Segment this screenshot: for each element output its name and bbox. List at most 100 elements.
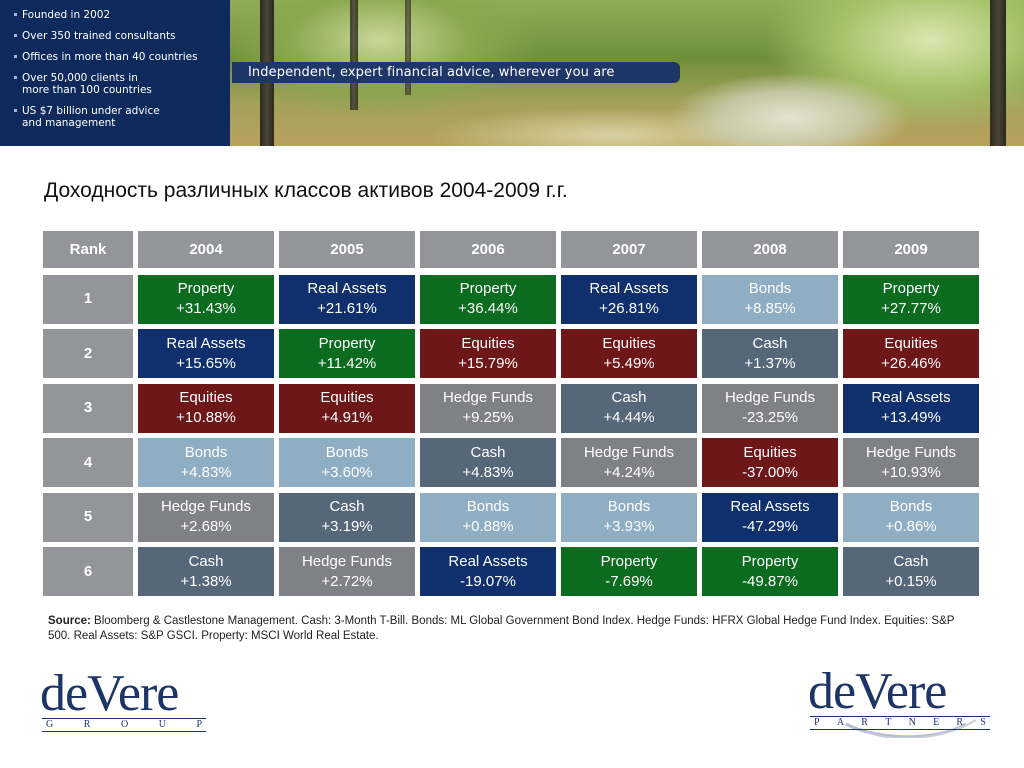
asset-returns-table: Rank 2004 2005 2006 2007 2008 2009 1 Property +31… [40, 228, 980, 598]
asset-cell: Real Assets +15.65% [138, 329, 274, 378]
rank-cell: 2 [43, 329, 133, 378]
asset-cell: Bonds +4.83% [138, 438, 274, 487]
asset-cell: Cash +3.19% [279, 492, 415, 542]
asset-name: Property [177, 280, 235, 297]
asset-name: Hedge Funds [583, 443, 675, 461]
asset-cell: Equities +26.46% [843, 329, 979, 378]
asset-name: Bonds [184, 443, 228, 461]
logo-letter: N [908, 717, 916, 728]
asset-return: +5.49% [603, 354, 655, 372]
asset-cell: Hedge Funds +9.25% [420, 383, 556, 433]
asset-name: Equities [602, 334, 656, 352]
asset-name: Hedge Funds [442, 389, 534, 406]
asset-cell: Bonds +3.93% [561, 492, 697, 542]
asset-name: Bonds [607, 498, 651, 515]
rank-column-header: Rank [43, 231, 133, 268]
fact-item: Founded in 2002 [14, 9, 230, 21]
asset-cell: Property +27.77% [843, 274, 979, 324]
asset-return: +36.44% [458, 300, 518, 317]
asset-cell: Property +11.42% [279, 329, 415, 378]
source-note: Source: Bloomberg & Castlestone Manageme… [48, 614, 978, 644]
asset-return: -7.69% [605, 572, 653, 590]
asset-return: -49.87% [742, 572, 798, 590]
asset-return: +3.60% [321, 463, 373, 481]
asset-cell: Equities +5.49% [561, 329, 697, 378]
logo-letter: R [83, 719, 91, 730]
asset-cell: Cash +0.15% [843, 547, 979, 596]
asset-cell: Real Assets +21.61% [279, 274, 415, 324]
asset-name: Cash [470, 443, 506, 461]
asset-return: +4.24% [603, 463, 655, 481]
asset-return: +0.88% [462, 518, 514, 535]
asset-return: +21.61% [317, 300, 377, 317]
asset-cell: Cash +4.83% [420, 438, 556, 487]
year-column-header: 2004 [138, 231, 274, 268]
asset-name: Equities [320, 389, 374, 406]
asset-cell: Hedge Funds -23.25% [702, 383, 838, 433]
asset-name: Property [600, 552, 658, 570]
asset-name: Hedge Funds [301, 552, 393, 570]
asset-return: +3.19% [321, 518, 373, 535]
asset-name: Bonds [748, 280, 792, 297]
company-facts-panel: Founded in 2002 Over 350 trained consult… [0, 0, 230, 146]
asset-return: +4.91% [321, 409, 373, 426]
asset-name: Property [318, 334, 376, 352]
year-column-header: 2005 [279, 231, 415, 268]
asset-cell: Real Assets -19.07% [420, 547, 556, 596]
devere-group-logo: deVere G R O U P [40, 665, 208, 734]
logo-letter: P [196, 719, 202, 730]
logo-letter: A [836, 717, 845, 728]
page-title: Доходность различных классов активов 200… [44, 179, 568, 202]
fact-item: Over 350 trained consultants [14, 30, 230, 42]
rank-cell: 1 [43, 274, 133, 324]
asset-cell: Equities +4.91% [279, 383, 415, 433]
asset-return: +4.83% [180, 463, 232, 481]
asset-return: +26.81% [599, 300, 659, 317]
asset-cell: Real Assets -47.29% [702, 492, 838, 542]
asset-name: Hedge Funds [724, 389, 816, 406]
asset-name: Cash [188, 552, 224, 570]
year-column-header: 2007 [561, 231, 697, 268]
asset-cell: Property +36.44% [420, 274, 556, 324]
asset-return: +2.68% [180, 518, 232, 535]
asset-cell: Bonds +8.85% [702, 274, 838, 324]
logo-letter: R [861, 717, 868, 728]
asset-name: Real Assets [307, 280, 387, 297]
asset-return: +0.15% [885, 572, 937, 590]
fact-item: Offices in more than 40 countries [14, 51, 230, 63]
logo-letter: T [885, 717, 892, 728]
rank-cell: 3 [43, 383, 133, 433]
devere-partners-logo: deVere P A R T N E R S [806, 662, 992, 738]
asset-cell: Hedge Funds +4.24% [561, 438, 697, 487]
asset-cell: Bonds +0.88% [420, 492, 556, 542]
logo-letter: O [120, 719, 129, 730]
asset-return: +9.25% [462, 409, 514, 426]
source-label: Source: [48, 615, 91, 627]
asset-name: Real Assets [589, 280, 669, 297]
asset-return: +31.43% [176, 300, 236, 317]
asset-return: +15.65% [176, 354, 236, 372]
fact-item: Over 50,000 clients in more than 100 coun… [14, 72, 230, 96]
asset-name: Cash [752, 334, 788, 352]
asset-return: +11.42% [317, 354, 377, 372]
asset-name: Property [882, 280, 940, 297]
asset-cell: Hedge Funds +10.93% [843, 438, 979, 487]
logo-letter: U [158, 719, 166, 730]
asset-cell: Equities +10.88% [138, 383, 274, 433]
logo-letter: G [46, 719, 54, 730]
rank-cell: 5 [43, 492, 133, 542]
asset-return: +0.86% [885, 518, 937, 535]
fact-item: US $7 billion under advice and management [14, 105, 230, 129]
logo-wordmark: deVere [40, 665, 179, 722]
asset-name: Hedge Funds [160, 498, 252, 515]
asset-return: +4.83% [462, 463, 514, 481]
logo-letter: P [814, 717, 820, 728]
asset-name: Real Assets [166, 334, 246, 352]
asset-cell: Hedge Funds +2.68% [138, 492, 274, 542]
asset-name: Property [741, 552, 799, 570]
asset-return: -47.29% [742, 518, 798, 535]
asset-return: +13.49% [881, 409, 941, 426]
asset-name: Real Assets [871, 389, 951, 406]
